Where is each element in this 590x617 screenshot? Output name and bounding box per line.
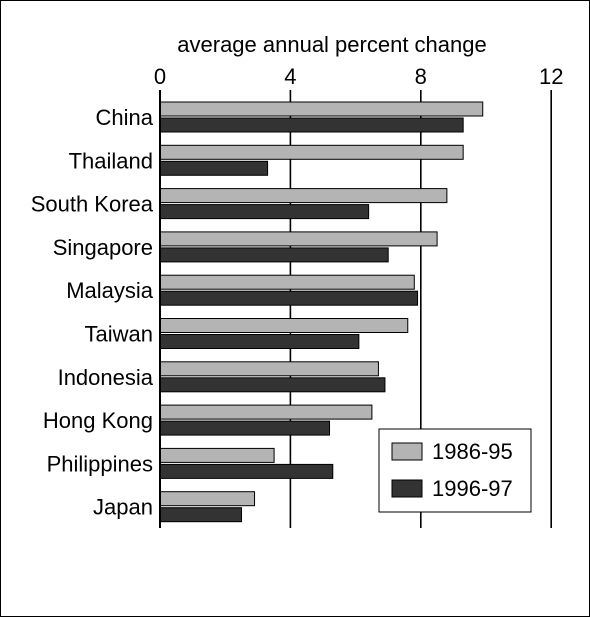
bar-south-korea-1986-95 — [159, 188, 448, 204]
bar-indonesia-1996-97 — [159, 377, 386, 393]
legend-swatch-1986-95 — [391, 442, 423, 461]
category-label: China — [96, 105, 154, 130]
legend-label: 1996-97 — [432, 476, 513, 501]
bar-philippines-1996-97 — [159, 463, 334, 479]
bar-malaysia-1996-97 — [159, 290, 419, 306]
bar-china-1996-97 — [159, 117, 464, 133]
bar-hong-kong-1986-95 — [159, 404, 373, 420]
category-label: Indonesia — [58, 365, 154, 390]
category-labels: China Thailand South Korea Singapore Malaysi… — [31, 105, 154, 520]
bar-japan-1986-95 — [159, 491, 256, 507]
bar-china-1986-95 — [159, 101, 484, 117]
bar-philippines-1986-95 — [159, 447, 275, 463]
chart-title: average annual percent change — [177, 32, 486, 57]
bar-thailand-1986-95 — [159, 144, 464, 160]
category-label: Taiwan — [85, 322, 153, 347]
legend-swatch-1996-97 — [391, 479, 423, 498]
category-label: Malaysia — [66, 278, 154, 303]
bar-taiwan-1986-95 — [159, 318, 409, 333]
category-label: Japan — [93, 495, 153, 520]
x-tick-label: 4 — [284, 64, 296, 89]
bar-thailand-1996-97 — [159, 160, 269, 176]
x-tick-label: 8 — [415, 64, 427, 89]
bar-taiwan-1996-97 — [159, 334, 360, 349]
bar-hong-kong-1996-97 — [159, 420, 331, 436]
bar-malaysia-1986-95 — [159, 274, 415, 290]
bar-singapore-1996-97 — [159, 247, 389, 263]
category-label: Hong Kong — [43, 408, 153, 433]
category-label: Singapore — [53, 235, 153, 260]
x-tick-label: 12 — [539, 64, 563, 89]
bar-japan-1996-97 — [159, 507, 242, 523]
bar-singapore-1986-95 — [159, 231, 438, 247]
category-label: Thailand — [69, 148, 153, 173]
bars — [159, 101, 484, 523]
legend-label: 1986-95 — [432, 439, 513, 464]
x-tick-label: 0 — [154, 64, 166, 89]
bar-indonesia-1986-95 — [159, 361, 379, 377]
x-tick-labels: 0 4 8 12 — [154, 64, 564, 89]
category-label: South Korea — [31, 192, 154, 217]
legend: 1986-95 1996-97 — [378, 428, 532, 513]
category-label: Philippines — [47, 451, 153, 476]
bar-south-korea-1996-97 — [159, 204, 370, 220]
